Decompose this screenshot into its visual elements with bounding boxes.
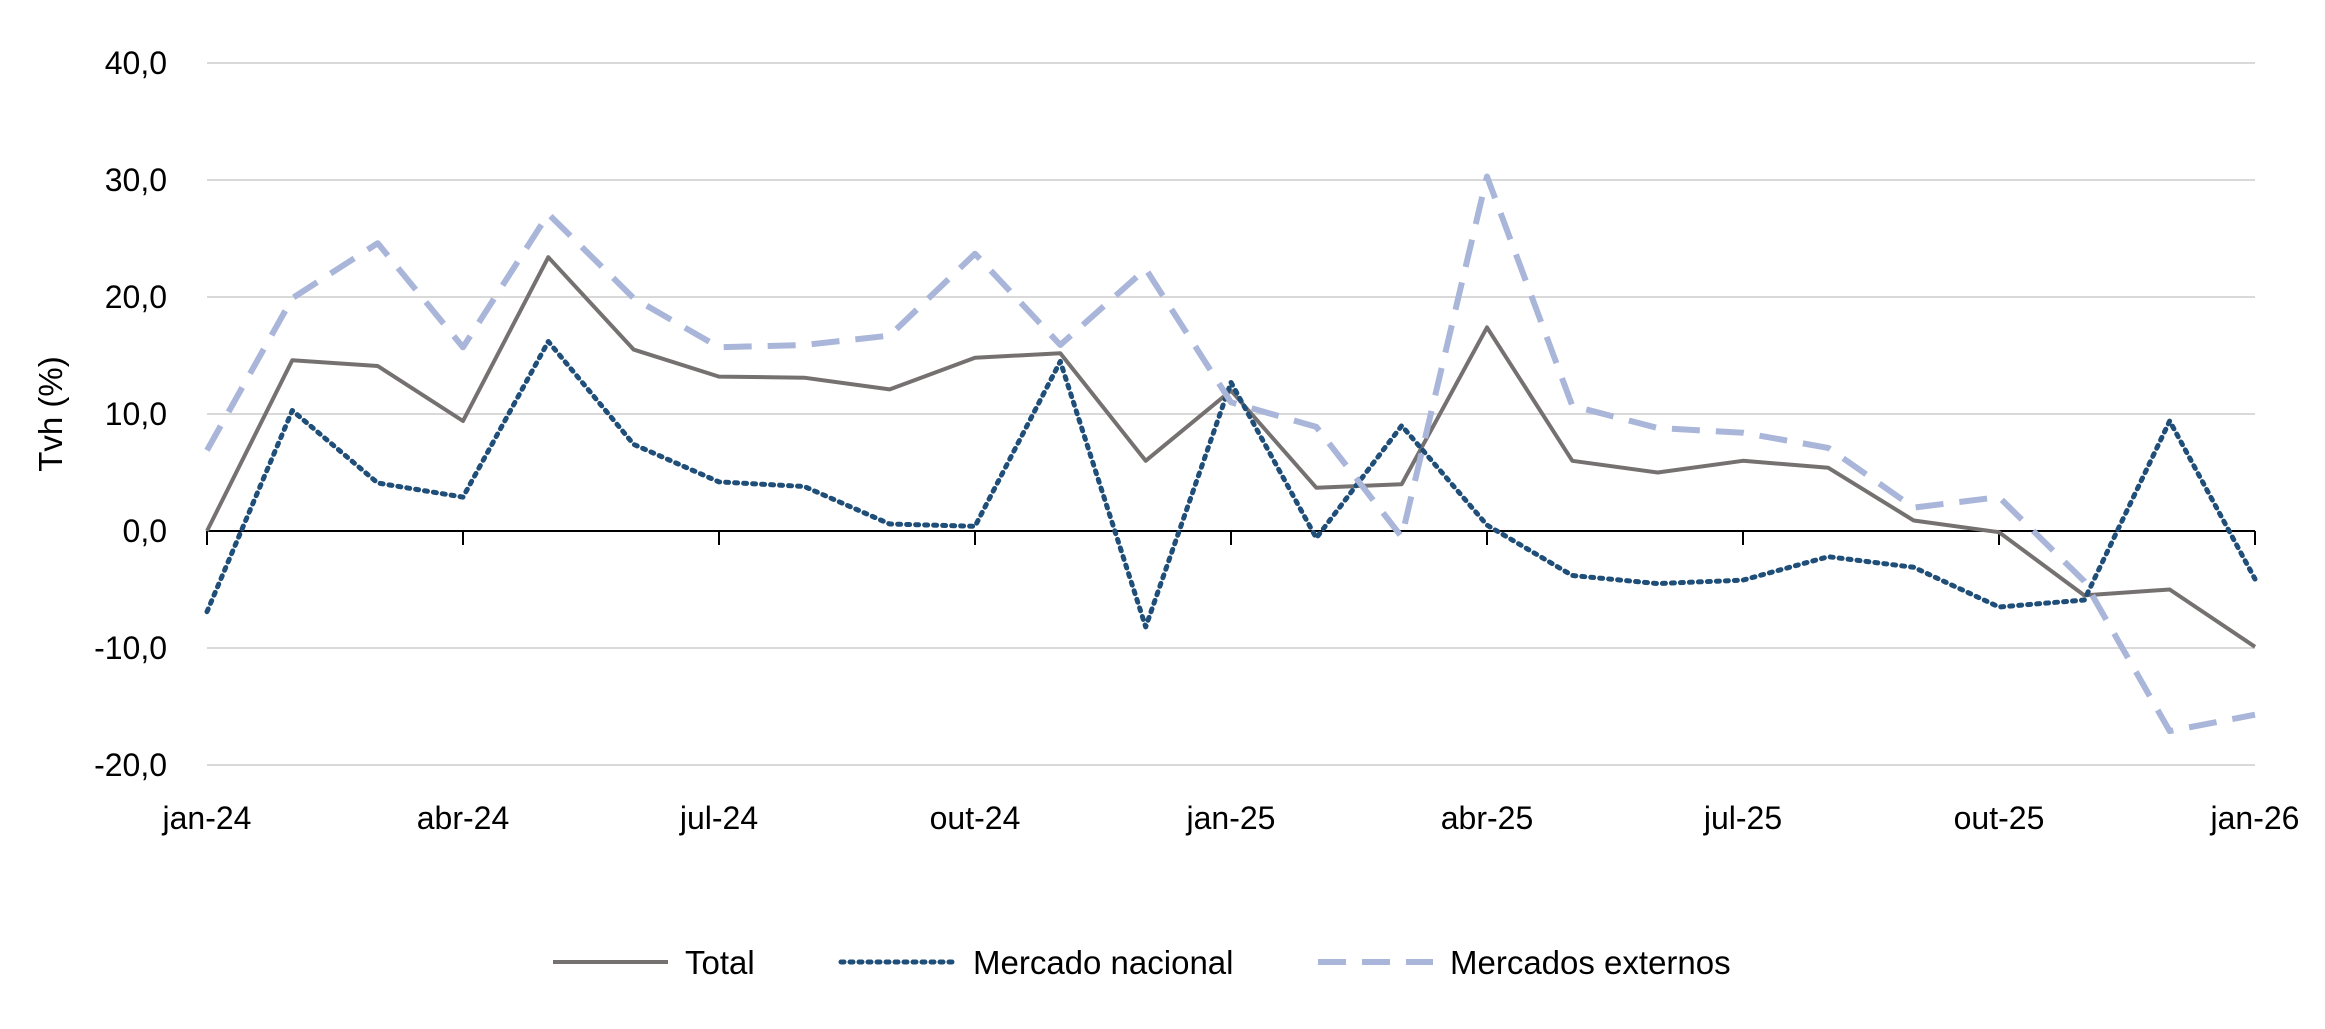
x-tick-label: out-25 <box>1954 800 2045 836</box>
series-line-total <box>205 255 2257 649</box>
gridlines <box>207 62 2255 766</box>
x-tick-label: jan-25 <box>1186 800 1276 836</box>
legend: Total Mercado nacional Mercados externos <box>553 944 1731 981</box>
x-tick-label: abr-25 <box>1441 800 1534 836</box>
legend-label: Mercados externos <box>1450 944 1731 981</box>
y-axis-label: Tvh (%) <box>32 356 69 472</box>
series-lines <box>204 173 2258 735</box>
y-tick-label: -20,0 <box>94 747 167 783</box>
x-tick-label: abr-24 <box>417 800 510 836</box>
x-tick-label: jul-24 <box>679 800 758 836</box>
y-axis-ticks: -20,0 -10,0 0,0 10,0 20,0 30,0 40,0 <box>94 45 167 783</box>
series-line-mercado-nacional <box>204 339 2258 630</box>
y-tick-label: 0,0 <box>123 513 167 549</box>
y-tick-label: -10,0 <box>94 630 167 666</box>
legend-label: Total <box>685 944 755 981</box>
y-tick-label: 10,0 <box>105 396 167 432</box>
x-axis: jan-24 abr-24 jul-24 out-24 jan-25 abr-25 jul-… <box>162 530 2300 836</box>
x-tick-label: jan-26 <box>2210 800 2300 836</box>
x-tick-label: jul-25 <box>1703 800 1782 836</box>
x-tick-label: jan-24 <box>162 800 252 836</box>
y-tick-label: 30,0 <box>105 162 167 198</box>
y-tick-label: 40,0 <box>105 45 167 81</box>
y-tick-label: 20,0 <box>105 279 167 315</box>
x-tick-label: out-24 <box>930 800 1021 836</box>
legend-label: Mercado nacional <box>973 944 1234 981</box>
series-line-mercados-externos <box>204 173 2256 735</box>
